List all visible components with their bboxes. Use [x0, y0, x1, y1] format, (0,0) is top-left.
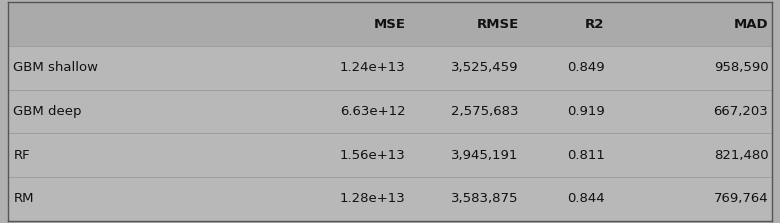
Text: 0.919: 0.919 — [567, 105, 604, 118]
Text: 0.844: 0.844 — [567, 192, 604, 205]
Text: 0.811: 0.811 — [566, 149, 604, 162]
Bar — [8, 2, 772, 46]
Text: RMSE: RMSE — [477, 18, 519, 31]
Text: 2,575,683: 2,575,683 — [451, 105, 519, 118]
Text: 821,480: 821,480 — [714, 149, 768, 162]
Text: RF: RF — [13, 149, 30, 162]
Bar — [8, 90, 772, 133]
Bar — [8, 177, 772, 221]
Text: 3,945,191: 3,945,191 — [452, 149, 519, 162]
Text: RM: RM — [13, 192, 34, 205]
Text: 958,590: 958,590 — [714, 61, 768, 74]
Text: MAD: MAD — [734, 18, 768, 31]
Bar — [8, 133, 772, 177]
Text: 6.63e+12: 6.63e+12 — [340, 105, 406, 118]
Text: 0.849: 0.849 — [567, 61, 604, 74]
Text: MSE: MSE — [374, 18, 406, 31]
Text: 1.56e+13: 1.56e+13 — [340, 149, 406, 162]
Text: GBM deep: GBM deep — [13, 105, 82, 118]
Text: 1.28e+13: 1.28e+13 — [340, 192, 406, 205]
Text: 667,203: 667,203 — [714, 105, 768, 118]
Text: 3,525,459: 3,525,459 — [451, 61, 519, 74]
Text: 3,583,875: 3,583,875 — [451, 192, 519, 205]
Bar — [8, 46, 772, 90]
Text: R2: R2 — [585, 18, 604, 31]
Text: 769,764: 769,764 — [714, 192, 768, 205]
Text: GBM shallow: GBM shallow — [13, 61, 98, 74]
Text: 1.24e+13: 1.24e+13 — [340, 61, 406, 74]
